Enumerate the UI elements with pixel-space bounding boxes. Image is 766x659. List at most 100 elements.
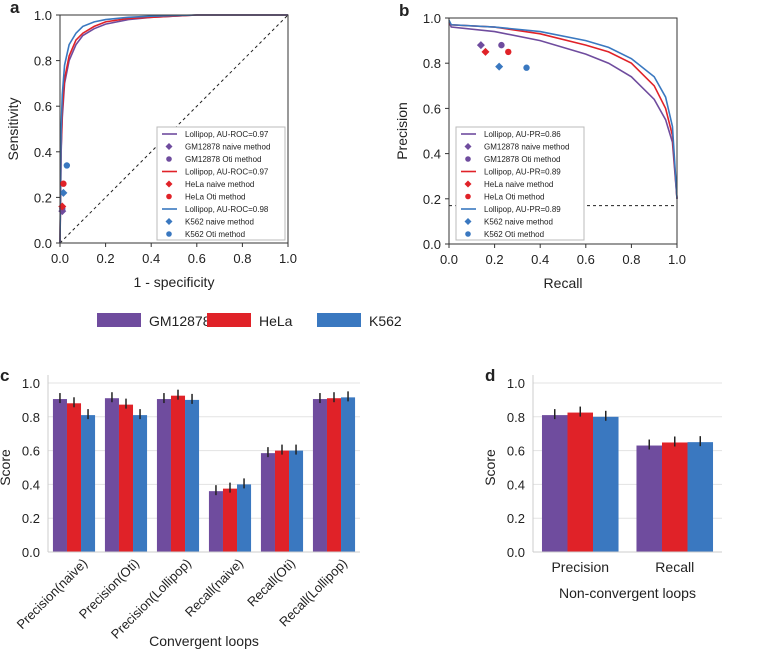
y-tick-label: 0.0 [34,236,52,251]
x-tick-label: 1.0 [279,251,297,266]
panel-label: b [399,1,409,20]
y-tick-label: 0.8 [507,410,525,425]
legend-swatch-gm12878 [97,313,141,327]
bar-gm12878-1 [104,398,119,552]
bar-hela-3 [222,488,238,552]
x-axis-label: 1 - specificity [134,274,215,290]
legend-marker [166,193,172,200]
point-4 [59,188,68,197]
y-tick-label: 0.2 [423,192,441,207]
x-tick-label: 0.0 [51,251,69,266]
bar-hela-0 [66,403,82,552]
bar-k562-1 [687,442,714,552]
legend-label: K562 [369,313,402,329]
legend-marker [464,143,472,150]
y-tick-label: 0.4 [22,477,40,492]
legend-label: HeLa [259,313,293,329]
legend-marker [464,218,472,225]
bar-k562-2 [185,399,200,552]
legend-label: Lollipop, AU-ROC=0.98 [185,205,269,214]
bar-k562-1 [133,415,148,552]
legend-label: K562 Oti method [484,230,544,239]
legend-label: GM12878 naive method [484,143,569,152]
category-label: Precision(naive) [14,556,91,633]
point-2 [481,47,490,56]
bar-gm12878-0 [52,399,67,552]
legend-label: Lollipop, AU-ROC=0.97 [185,168,269,177]
category-label: Precision [551,559,609,575]
x-tick-label: 0.6 [188,251,206,266]
y-tick-label: 0.0 [507,545,525,560]
legend-label: Lollipop, AU-ROC=0.97 [185,130,269,139]
point-5 [523,64,530,71]
legend-marker [464,180,472,188]
plot-frame [59,14,289,244]
y-tick-label: 1.0 [507,376,525,391]
y-tick-label: 1.0 [34,8,52,23]
bar-gm12878-1 [636,445,662,552]
legend-label: Lollipop, AU-PR=0.89 [484,168,561,177]
y-tick-label: 0.6 [507,444,525,459]
legend-label: K562 Oti method [185,230,245,239]
legend-label: K562 naive method [484,218,553,227]
y-tick-label: 0.8 [423,56,441,71]
series-line-0 [448,22,678,199]
point-3 [60,180,67,187]
x-axis-label: Convergent loops [149,633,259,649]
panel-label: d [485,366,495,385]
point-0 [476,41,485,50]
bar-k562-3 [237,484,252,552]
legend-marker [465,231,471,237]
y-axis-label: Score [482,449,498,486]
legend-marker [465,193,471,200]
y-axis-label: Sensitivity [5,97,21,160]
legend-marker [465,156,471,162]
legend-label: GM12878 Oti method [484,155,560,164]
y-tick-label: 0.6 [423,101,441,116]
legend-marker [165,180,173,188]
legend-label: Lollipop, AU-PR=0.89 [484,205,561,214]
legend-swatch-hela [207,313,251,327]
y-axis-label: Score [0,449,13,486]
x-tick-label: 0.4 [142,251,160,266]
legend-label: HeLa naive method [185,180,254,189]
panel-label: c [0,366,9,385]
legend-label: GM12878 naive method [185,143,270,152]
legend-marker [165,143,173,150]
y-tick-label: 0.6 [34,99,52,114]
bar-k562-5 [341,397,356,552]
x-tick-label: 0.2 [486,252,504,267]
legend-marker [166,231,172,237]
legend-swatch-k562 [317,313,361,327]
point-5 [63,162,71,169]
x-tick-label: 0.8 [622,252,640,267]
bar-hela-1 [118,404,134,552]
legend-label: GM12878 [149,313,211,329]
point-4 [495,62,504,71]
bar-gm12878-2 [156,399,171,552]
panel-label: a [10,0,20,17]
bar-gm12878-5 [312,399,327,552]
bar-k562-0 [81,415,96,552]
legend-label: HeLa Oti method [484,193,544,202]
legend-marker [165,218,173,225]
y-tick-label: 0.8 [22,410,40,425]
legend-label: Lollipop, AU-PR=0.86 [484,130,561,139]
bar-gm12878-0 [541,415,568,552]
y-tick-label: 0.0 [423,237,441,252]
y-tick-label: 0.0 [22,545,40,560]
category-label: Recall [655,559,694,575]
y-tick-label: 0.4 [423,147,441,162]
bar-k562-0 [593,416,619,552]
bar-hela-1 [661,442,688,552]
y-axis-label: Precision [394,102,410,160]
legend-label: GM12878 Oti method [185,155,261,164]
y-tick-label: 0.2 [507,511,525,526]
legend-label: K562 naive method [185,218,254,227]
bar-hela-0 [567,412,594,552]
x-tick-label: 0.6 [577,252,595,267]
category-label: Recall(Oti) [244,556,298,610]
x-tick-label: 1.0 [668,252,686,267]
x-tick-label: 0.2 [97,251,115,266]
